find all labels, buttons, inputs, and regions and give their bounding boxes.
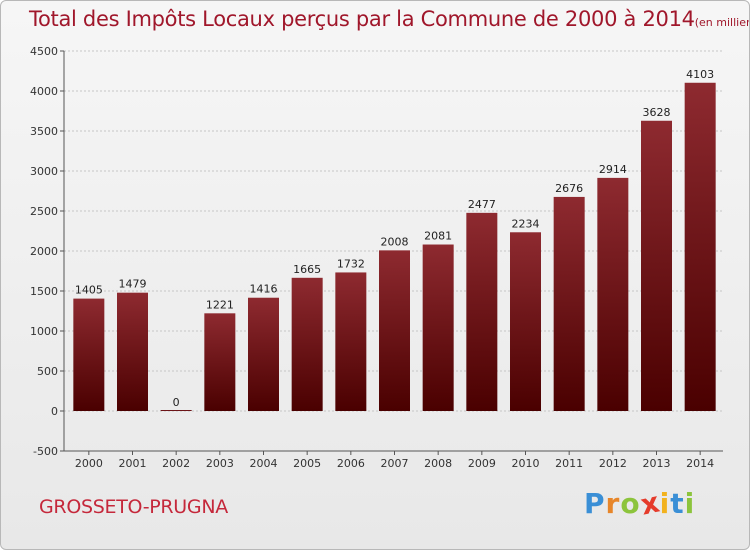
x-tick-label-2003: 2003 [206, 457, 234, 470]
y-tick-label: 1500 [30, 285, 58, 298]
bar-2001 [117, 292, 148, 411]
y-tick-label: 4000 [30, 85, 58, 98]
bar-2009 [466, 212, 498, 411]
proxiti-logo[interactable]: Proxiti [584, 485, 696, 521]
y-tick-label: 1000 [30, 325, 58, 338]
y-tick-label: 3500 [30, 125, 58, 138]
x-tick-label-2007: 2007 [381, 457, 409, 470]
commune-name: GROSSETO-PRUGNA [39, 496, 228, 518]
chart-title-text: Total des Impôts Locaux perçus par la Co… [29, 7, 695, 31]
value-label-2013: 3628 [643, 106, 671, 119]
x-tick-label-2008: 2008 [424, 457, 452, 470]
y-tick-label: 2500 [30, 205, 58, 218]
y-tick-label: -500 [33, 445, 58, 458]
value-label-2004: 1416 [250, 283, 278, 296]
y-tick-label: 500 [37, 365, 58, 378]
bar-2014 [684, 82, 716, 411]
logo-letter: i [684, 487, 696, 520]
value-label-2008: 2081 [424, 230, 452, 243]
bar-2003 [204, 313, 236, 411]
value-label-2002: 0 [173, 396, 180, 409]
logo-letter: t [670, 487, 685, 520]
x-axis: 2000 2001 2002 2003 2004 2005 2006 2007 2008 2009… [64, 450, 723, 470]
value-label-2006: 1732 [337, 257, 365, 270]
bars: 1405 1479 0 1221 1416 1665 1732 2008 2081 2477 223… [73, 68, 716, 411]
bar-2005 [291, 277, 323, 411]
x-tick-label-2001: 2001 [119, 457, 147, 470]
x-tick-label-2000: 2000 [75, 457, 103, 470]
value-label-2010: 2234 [512, 217, 540, 230]
logo-letter: r [605, 487, 621, 520]
x-tick-label-2013: 2013 [643, 457, 671, 470]
x-tick-label-2009: 2009 [468, 457, 496, 470]
x-tick-label-2004: 2004 [250, 457, 278, 470]
bar-2006 [335, 272, 367, 411]
bar-2004 [248, 297, 279, 411]
y-tick-label: 0 [51, 405, 58, 418]
bar-2010 [510, 232, 541, 411]
bar-2002 [160, 410, 192, 411]
value-label-2011: 2676 [555, 182, 583, 195]
value-label-2007: 2008 [381, 235, 409, 248]
bar-2012 [597, 177, 629, 411]
value-label-2005: 1665 [293, 263, 321, 276]
bar-2000 [73, 298, 105, 411]
y-tick-label: 3000 [30, 165, 58, 178]
y-tick-label: 2000 [30, 245, 58, 258]
bar-2013 [641, 120, 672, 411]
x-tick-label-2011: 2011 [555, 457, 583, 470]
y-axis: -500 0 500 1000 1500 2000 2500 3000 3500 4000 4500 [30, 45, 65, 458]
x-tick-label-2014: 2014 [686, 457, 714, 470]
value-label-2014: 4103 [686, 68, 714, 81]
value-label-2003: 1221 [206, 298, 234, 311]
chart-title: Total des Impôts Locaux perçus par la Co… [29, 7, 749, 31]
logo-letter: o [620, 487, 641, 520]
x-tick-label-2006: 2006 [337, 457, 365, 470]
logo-letter: P [584, 487, 606, 520]
y-tick-label: 4500 [30, 45, 58, 58]
bar-2008 [422, 244, 454, 411]
value-label-2001: 1479 [119, 278, 147, 291]
value-label-2000: 1405 [75, 284, 103, 297]
x-tick-label-2012: 2012 [599, 457, 627, 470]
x-tick-label-2002: 2002 [162, 457, 190, 470]
bar-2011 [553, 196, 585, 411]
value-label-2009: 2477 [468, 198, 496, 211]
chart-subtitle: (en milliers d'€) [694, 16, 749, 29]
x-tick-label-2010: 2010 [512, 457, 540, 470]
value-label-2012: 2914 [599, 163, 627, 176]
bar-2007 [379, 250, 410, 411]
logo-letter: i [659, 487, 671, 520]
x-tick-label-2005: 2005 [293, 457, 321, 470]
